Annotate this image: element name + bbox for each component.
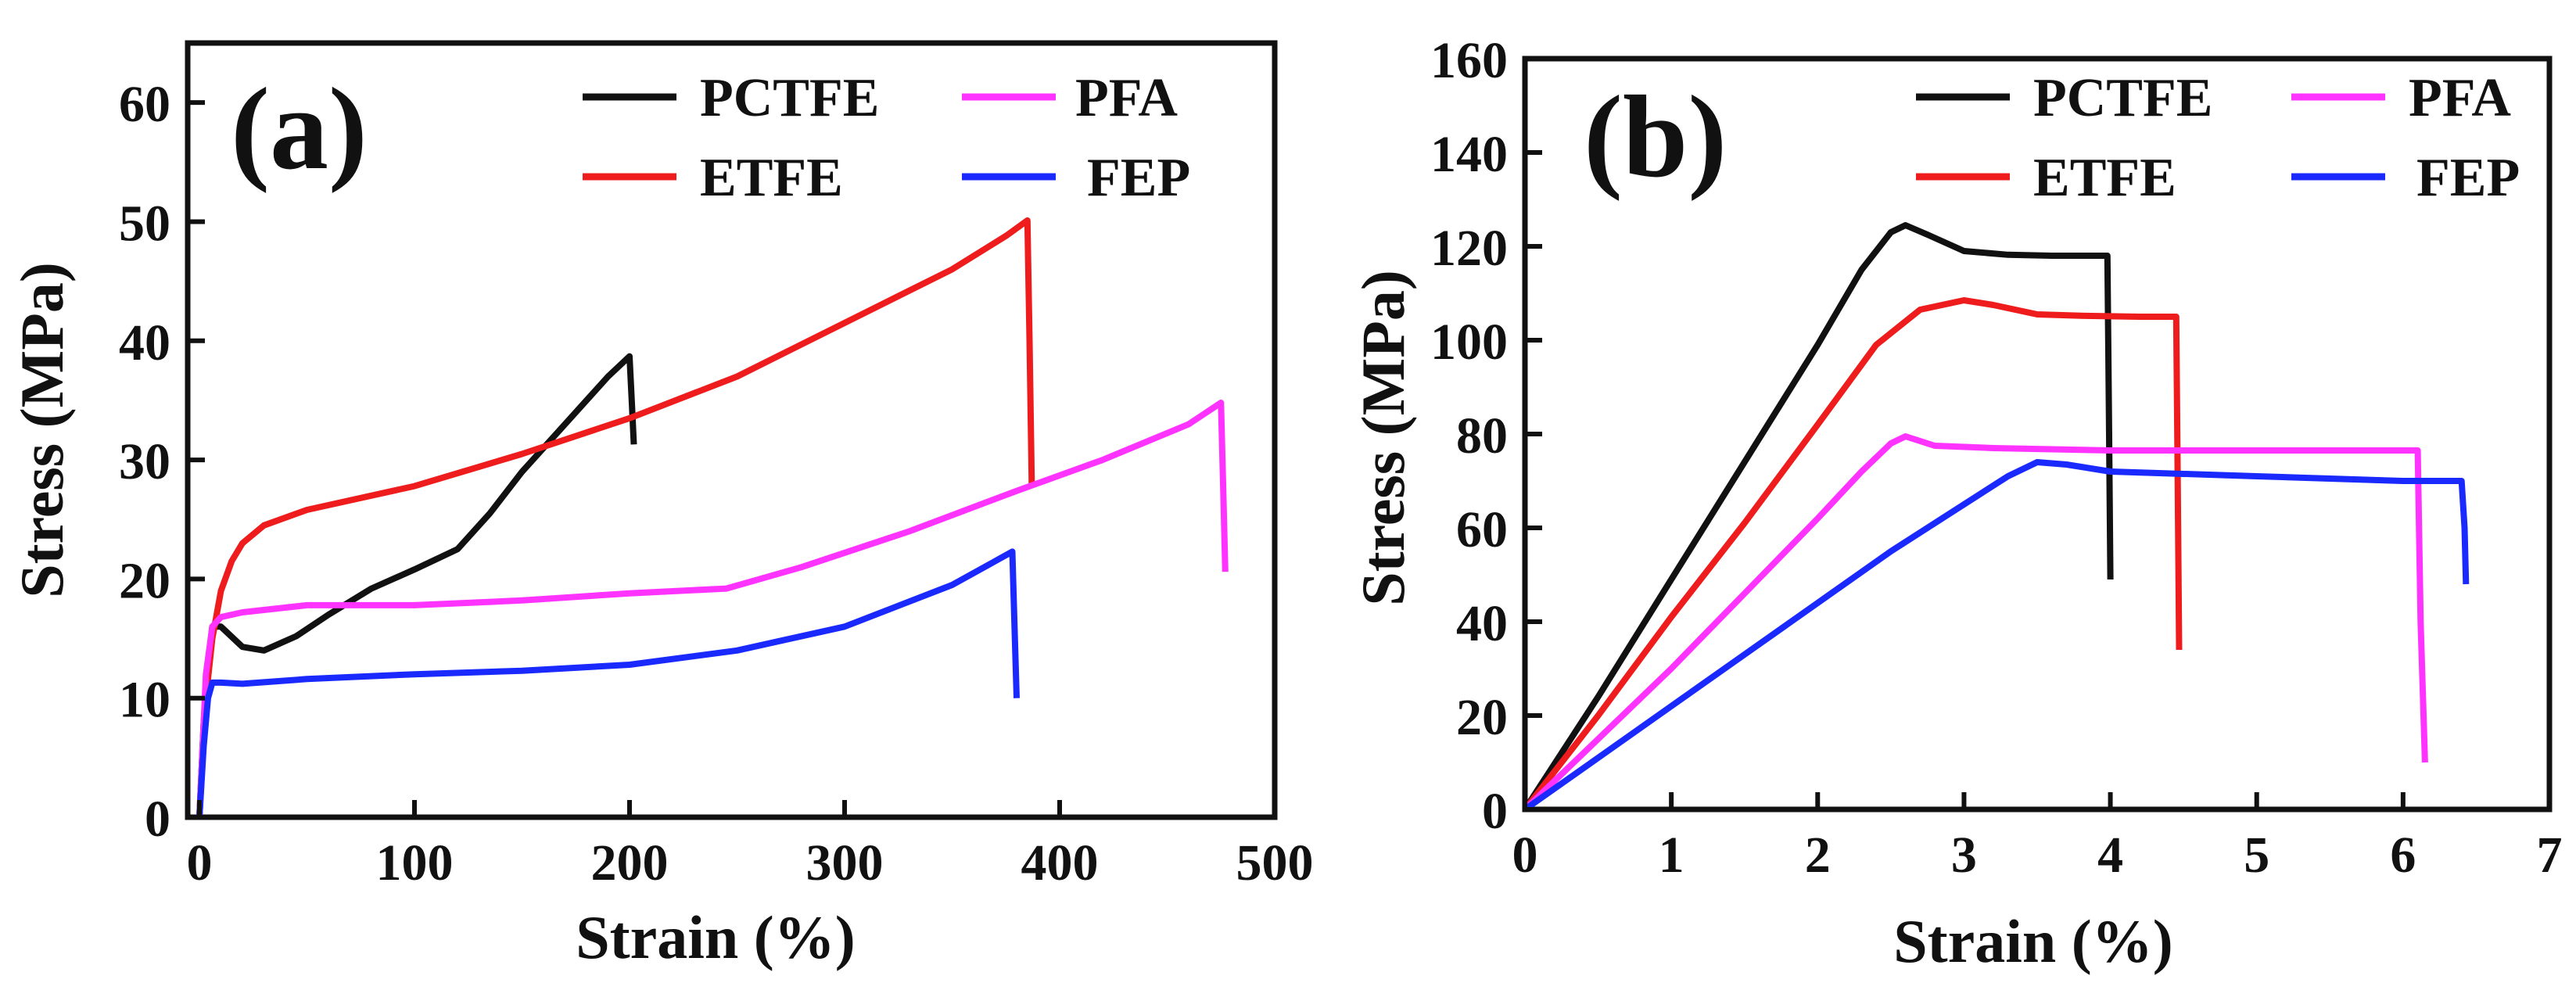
panel-b-y-tick-label: 60 xyxy=(1456,501,1508,558)
panel-b-legend-label-pfa: PFA xyxy=(2409,68,2511,128)
panel-a-y-axis-title: Stress (MPa) xyxy=(8,262,76,598)
panel-b-legend-label-etfe: ETFE xyxy=(2033,148,2176,208)
panel-a-legend-label-pctfe: PCTFE xyxy=(700,68,879,128)
panel-b-series-fep-line xyxy=(1523,459,2470,813)
panel-a-label: (a) xyxy=(231,64,368,194)
panel-a-y-tick-label: 40 xyxy=(119,314,170,371)
panel-b-x-tick-label: 7 xyxy=(2537,827,2563,884)
panel-b-series-pfa-line xyxy=(1523,433,2428,812)
panel-a-legend: PCTFE PFA ETFE FEP xyxy=(583,68,1190,208)
panel-b-y-tick-label: 120 xyxy=(1430,220,1508,277)
panel-a-y-tick-label: 30 xyxy=(119,433,170,490)
panel-a-x-tick-label: 400 xyxy=(1021,834,1099,892)
panel-a-y-tick-label: 20 xyxy=(119,552,170,609)
panel-a-series-etfe-line xyxy=(196,217,1035,818)
panel-b-legend: PCTFE PFA ETFE FEP xyxy=(1916,68,2520,208)
panel-b-series-pctfe-line xyxy=(1522,222,2114,812)
panel-a-legend-label-fep: FEP xyxy=(1087,148,1190,208)
panel-b-y-tick-label: 100 xyxy=(1430,314,1508,371)
panel-a-plot-frame xyxy=(185,40,1278,820)
panel-b-y-tick-label: 40 xyxy=(1456,595,1508,652)
panel-b-ticks: 0 1 2 3 4 5 6 7 0 20 40 60 80 100 120 140 160 xyxy=(1430,32,2563,884)
panel-a-y-tick-label: 0 xyxy=(145,791,170,848)
panel-a-ticks: 0 100 200 300 400 500 0 10 20 30 40 50 60 xyxy=(119,76,1314,892)
panel-b-legend-label-fep: FEP xyxy=(2416,148,2520,208)
panel-a-x-tick-label: 100 xyxy=(376,834,454,892)
panel-a-x-axis-title: Strain (%) xyxy=(576,903,855,971)
panel-b-x-tick-label: 1 xyxy=(1659,827,1684,884)
panel-b: 0 1 2 3 4 5 6 7 0 20 40 60 80 100 120 140 160 (b) Strain… xyxy=(1349,32,2563,975)
panel-a-y-tick-label: 60 xyxy=(119,76,170,133)
panel-a-y-tick-label: 10 xyxy=(119,672,170,729)
panel-b-legend-label-pctfe: PCTFE xyxy=(2033,68,2212,128)
panel-a-y-tick-label: 50 xyxy=(119,195,170,252)
panel-b-y-axis-title: Stress (MPa) xyxy=(1349,270,1417,606)
panel-a-x-tick-label: 200 xyxy=(591,834,669,892)
panel-a-series-pfa-line xyxy=(196,400,1229,818)
panel-a-x-tick-label: 300 xyxy=(806,834,884,892)
panel-b-y-tick-label: 0 xyxy=(1482,783,1508,840)
panel-b-y-tick-label: 80 xyxy=(1456,407,1508,465)
panel-b-series-group xyxy=(1522,222,2470,813)
panel-a-series-pctfe-line xyxy=(196,353,637,818)
panel-a-legend-label-pfa: PFA xyxy=(1075,68,1178,128)
panel-b-y-tick-label: 140 xyxy=(1430,126,1508,183)
panel-a-series-group xyxy=(196,217,1229,818)
panel-a-x-tick-label: 500 xyxy=(1236,834,1314,892)
panel-b-x-tick-label: 3 xyxy=(1951,827,1977,884)
panel-b-x-tick-label: 5 xyxy=(2244,827,2269,884)
panel-b-label: (b) xyxy=(1584,72,1727,202)
panel-b-y-tick-label: 20 xyxy=(1456,689,1508,746)
panel-a: 0 100 200 300 400 500 0 10 20 30 40 50 60 (a) Strain… xyxy=(8,40,1314,971)
panel-b-x-axis-title: Strain (%) xyxy=(1893,907,2172,975)
panel-b-x-tick-label: 2 xyxy=(1805,827,1831,884)
panel-b-x-tick-label: 0 xyxy=(1512,827,1538,884)
panel-b-x-tick-label: 6 xyxy=(2390,827,2416,884)
panel-b-y-tick-label: 160 xyxy=(1430,32,1508,89)
panel-b-series-etfe-line xyxy=(1522,297,2183,812)
panel-a-series-fep-line xyxy=(196,548,1020,818)
panel-a-x-tick-label: 0 xyxy=(187,834,213,892)
panel-b-x-tick-label: 4 xyxy=(2097,827,2123,884)
panel-a-legend-label-etfe: ETFE xyxy=(700,148,843,208)
